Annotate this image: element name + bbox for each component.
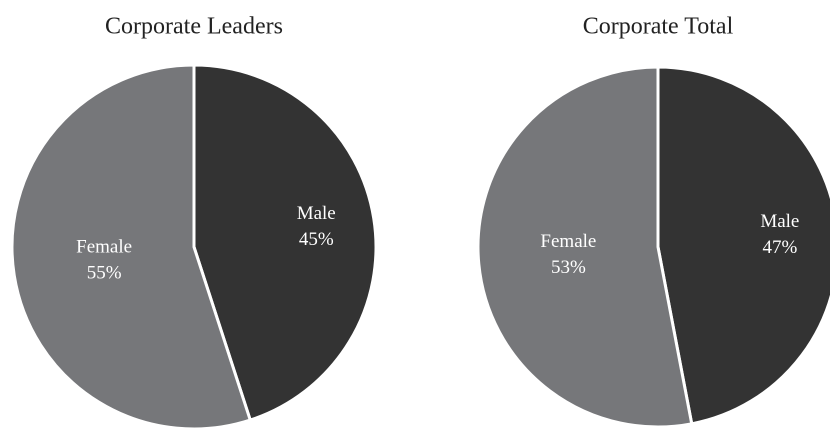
slice-category-label: Female — [540, 231, 596, 252]
chart-title: Corporate Total — [583, 14, 734, 40]
slice-value-label: 45% — [299, 229, 334, 250]
pie-chart: Corporate Leaders Male 45% Female 55% — [10, 14, 378, 430]
pie-slice — [476, 65, 694, 429]
pie-chart: Corporate Total Male 47% Female 53% — [476, 14, 830, 429]
slice-value-label: 55% — [87, 263, 122, 284]
chart-title: Corporate Leaders — [105, 14, 283, 40]
slice-category-label: Male — [760, 211, 799, 232]
slice-category-label: Female — [76, 237, 132, 258]
pie-slice — [656, 65, 830, 426]
pie-slice — [10, 63, 252, 430]
slice-value-label: 53% — [551, 257, 586, 278]
slice-category-label: Male — [297, 203, 336, 224]
pie-slice — [192, 63, 378, 422]
slice-value-label: 47% — [762, 237, 797, 258]
